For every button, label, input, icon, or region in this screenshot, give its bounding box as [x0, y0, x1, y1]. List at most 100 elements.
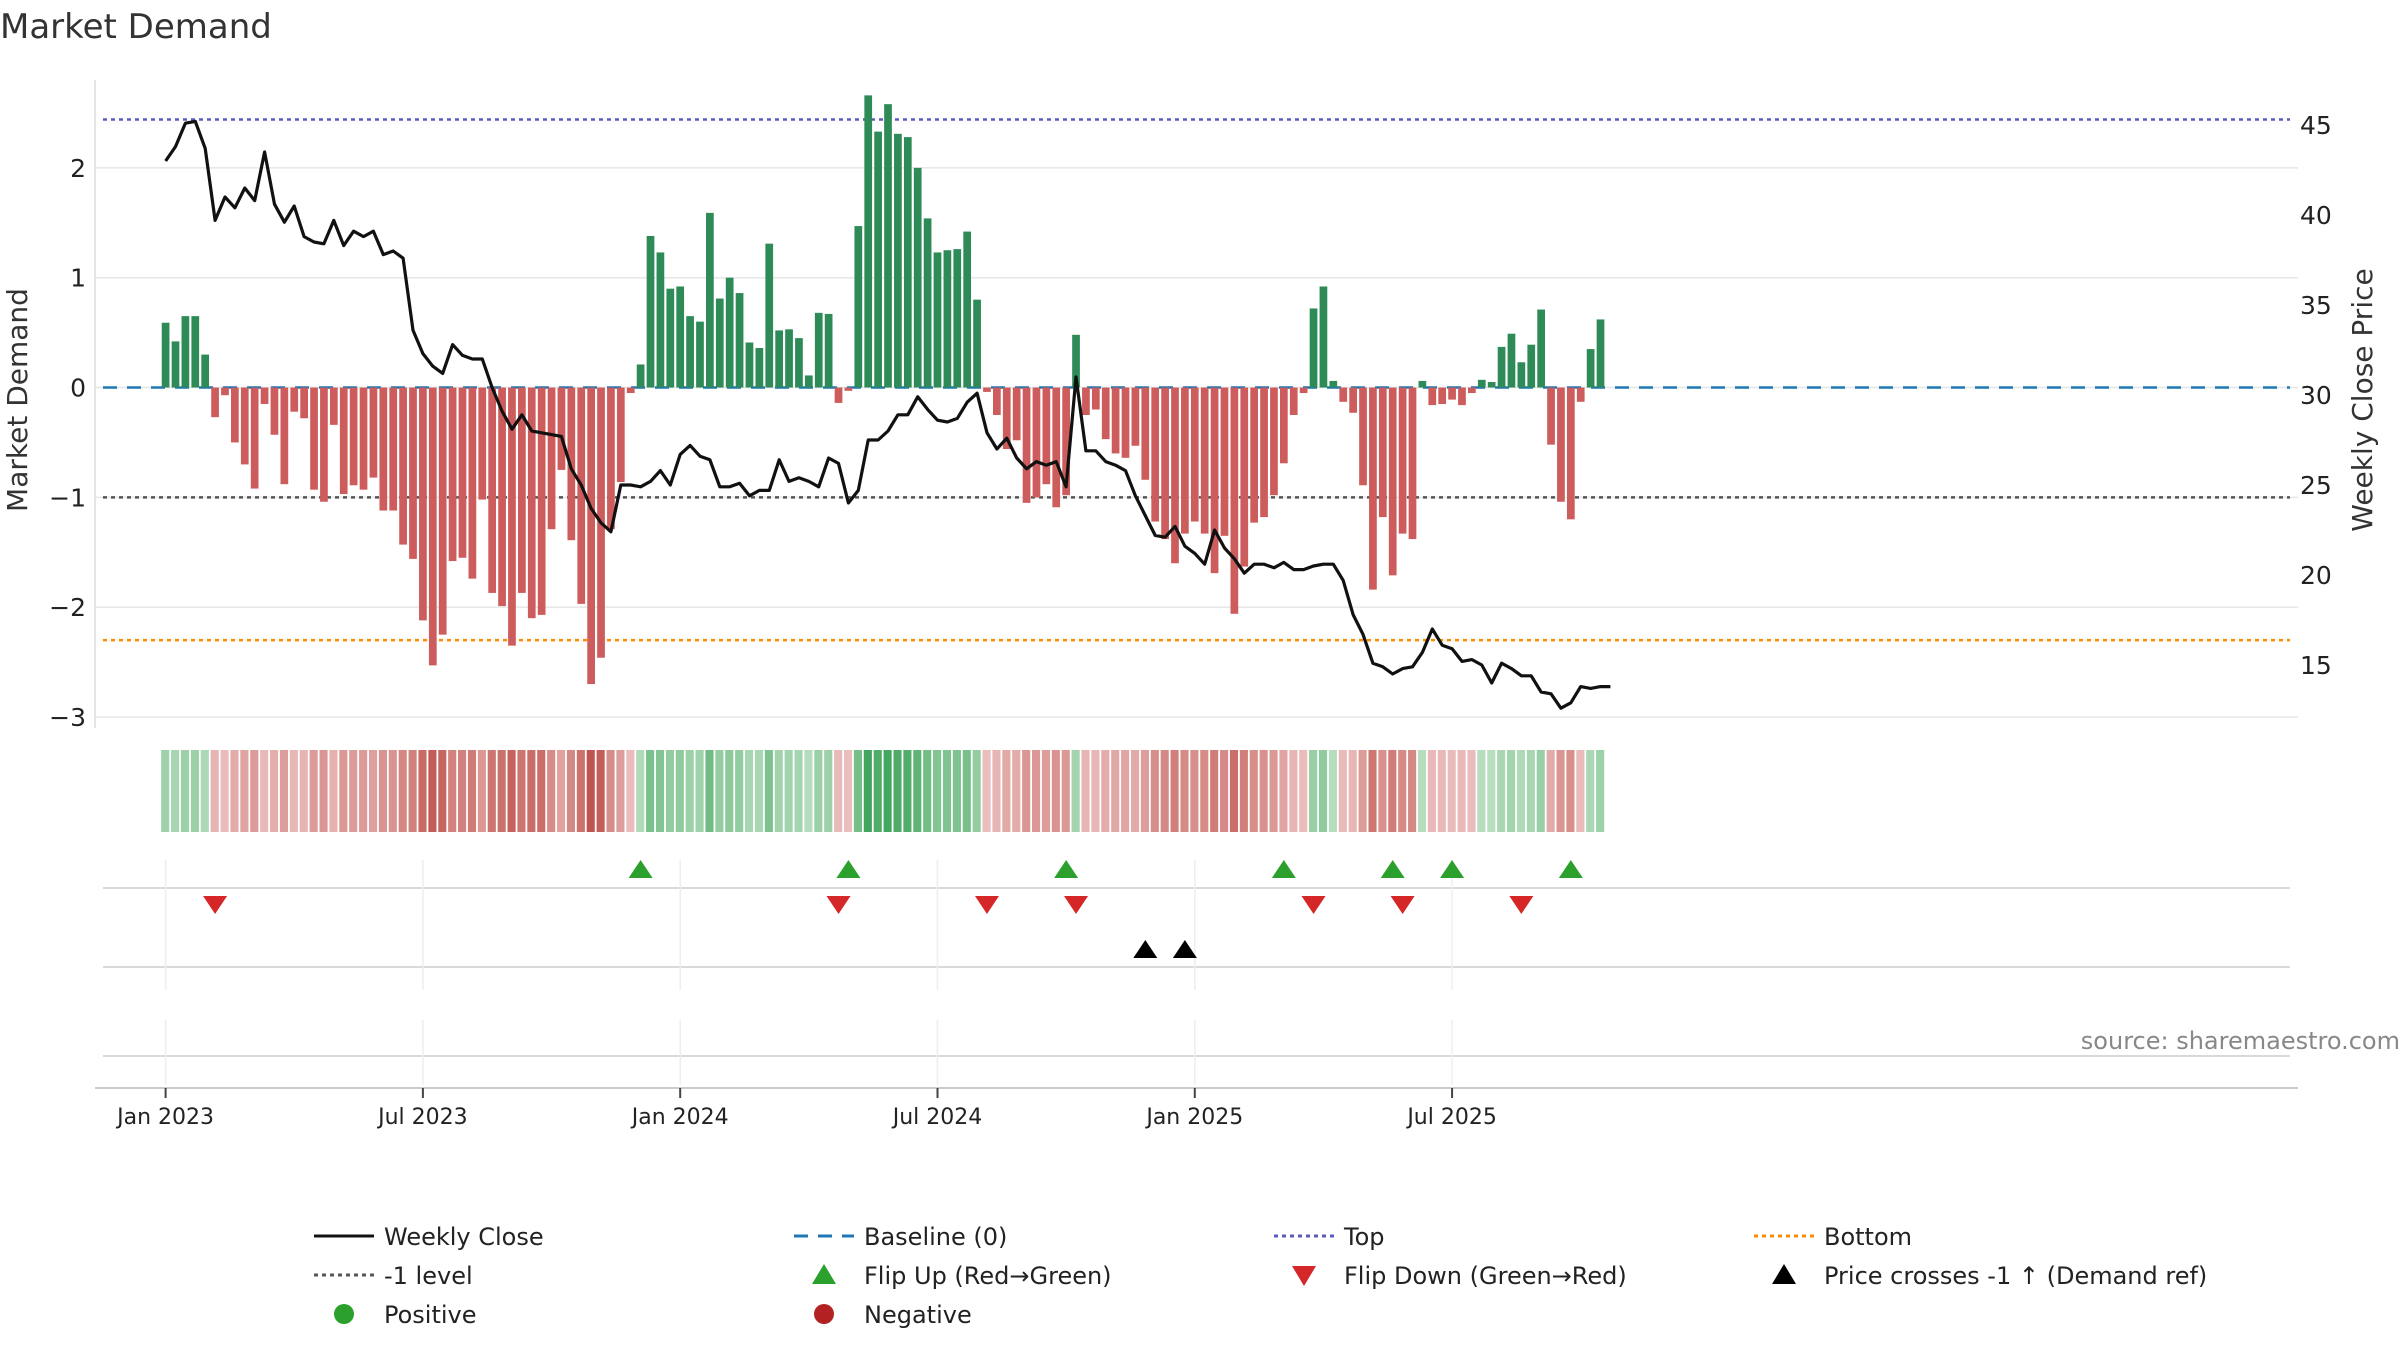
heat-cell: [606, 750, 615, 832]
heat-cell: [626, 750, 635, 832]
heat-cell: [359, 750, 368, 832]
demand-bar: [804, 375, 813, 388]
legend: Weekly Close Baseline (0) Top Bottom -1 …: [314, 1223, 2207, 1329]
heat-cell: [1328, 750, 1337, 832]
demand-bar: [646, 235, 655, 388]
demand-bar: [1418, 380, 1427, 388]
heat-cell: [289, 750, 298, 832]
demand-bar: [1359, 387, 1367, 486]
heat-cell: [408, 750, 417, 832]
demand-bar: [1022, 387, 1031, 503]
demand-bar: [359, 387, 368, 490]
demand-bar: [1586, 349, 1595, 388]
heat-cell: [1576, 750, 1585, 832]
heat-cell: [1160, 750, 1169, 832]
demand-bar: [1240, 387, 1249, 567]
x-axis: Jan 2023 Jul 2023 Jan 2024 Jul 2024 Jan 2025…: [95, 1087, 2298, 1130]
demand-bar: [1537, 309, 1546, 388]
demand-bar: [1121, 387, 1130, 458]
demand-bar: [656, 252, 665, 388]
demand-bar: [527, 387, 536, 619]
heat-cell: [260, 750, 269, 832]
demand-bar: [438, 387, 447, 635]
demand-bar: [161, 322, 170, 388]
demand-bar: [478, 387, 487, 500]
demand-bar: [448, 387, 457, 562]
flip-down-marker: [1301, 896, 1326, 914]
heat-cell: [339, 750, 348, 832]
demand-bar: [913, 167, 922, 388]
legend-weekly-close-label: Weekly Close: [384, 1223, 544, 1251]
heat-cell: [487, 750, 496, 832]
demand-bar: [1101, 387, 1110, 440]
demand-bar: [290, 387, 299, 412]
heat-cell: [735, 750, 744, 832]
demand-bar: [1230, 387, 1239, 614]
heat-cell: [1309, 750, 1318, 832]
heat-cell: [190, 750, 199, 832]
legend-flip-down-label: Flip Down (Green→Red): [1344, 1262, 1627, 1290]
demand-bar: [1369, 387, 1377, 590]
heat-cell: [1289, 750, 1298, 832]
heat-cell: [1368, 750, 1377, 832]
legend-baseline-label: Baseline (0): [864, 1223, 1007, 1251]
heat-cell: [685, 750, 694, 832]
demand-bar: [1566, 387, 1575, 520]
x-tick-label: Jan 2025: [1144, 1105, 1243, 1130]
demand-bar: [250, 387, 259, 489]
demand-bars: [161, 95, 1605, 685]
x-tick-label: Jul 2024: [891, 1105, 983, 1130]
legend-weekly-close: Weekly Close: [314, 1223, 544, 1251]
heat-cell: [972, 750, 981, 832]
heat-cell: [1071, 750, 1080, 832]
demand-bar: [636, 364, 645, 388]
heat-cell: [903, 750, 912, 832]
heat-cell: [1467, 750, 1476, 832]
demand-bar: [1052, 387, 1061, 508]
demand-bar: [765, 243, 774, 388]
demand-bar: [587, 387, 595, 685]
flip-down-marker: [1390, 896, 1415, 914]
demand-bar: [1141, 387, 1150, 480]
y-tick-label: 0: [70, 374, 86, 403]
demand-bar: [706, 212, 714, 388]
y2-tick-label: 40: [2300, 201, 2332, 230]
demand-bar: [419, 387, 427, 621]
demand-bar: [725, 277, 734, 388]
heat-cell: [1031, 750, 1041, 832]
demand-bar: [557, 387, 566, 470]
heat-cell: [1150, 750, 1159, 832]
demand-bar: [1161, 387, 1169, 540]
y2-axis-label: Weekly Close Price: [2346, 268, 2379, 531]
heat-cell: [873, 750, 882, 832]
legend-bottom-label: Bottom: [1824, 1223, 1912, 1251]
demand-bar: [1210, 387, 1219, 574]
demand-bar: [884, 104, 892, 388]
heat-cell: [161, 750, 170, 832]
demand-bar: [1002, 387, 1011, 450]
demand-bar: [1596, 319, 1605, 388]
heat-cell: [230, 750, 239, 832]
y2-tick-label: 35: [2300, 291, 2332, 320]
demand-bar: [1329, 380, 1338, 388]
heat-cell: [883, 750, 892, 832]
demand-bar: [626, 387, 635, 394]
heat-cell: [477, 750, 486, 832]
demand-bar: [607, 387, 615, 530]
y-axis-label: Market Demand: [1, 288, 34, 512]
heat-cell: [1002, 750, 1011, 832]
legend-positive: Positive: [334, 1301, 477, 1329]
heat-cell: [834, 750, 843, 832]
demand-bar: [537, 387, 546, 615]
demand-bar: [696, 321, 704, 388]
heat-cell: [398, 750, 407, 832]
heat-cell: [1279, 750, 1288, 832]
heat-cell: [1516, 750, 1526, 832]
legend-minus1-label: -1 level: [384, 1262, 473, 1290]
demand-bar: [953, 249, 962, 388]
demand-bar: [1012, 387, 1021, 441]
flip-up-marker: [1054, 860, 1079, 878]
y2-tick-label: 30: [2300, 381, 2332, 410]
heat-cell: [725, 750, 734, 832]
heat-cell: [1180, 750, 1189, 832]
